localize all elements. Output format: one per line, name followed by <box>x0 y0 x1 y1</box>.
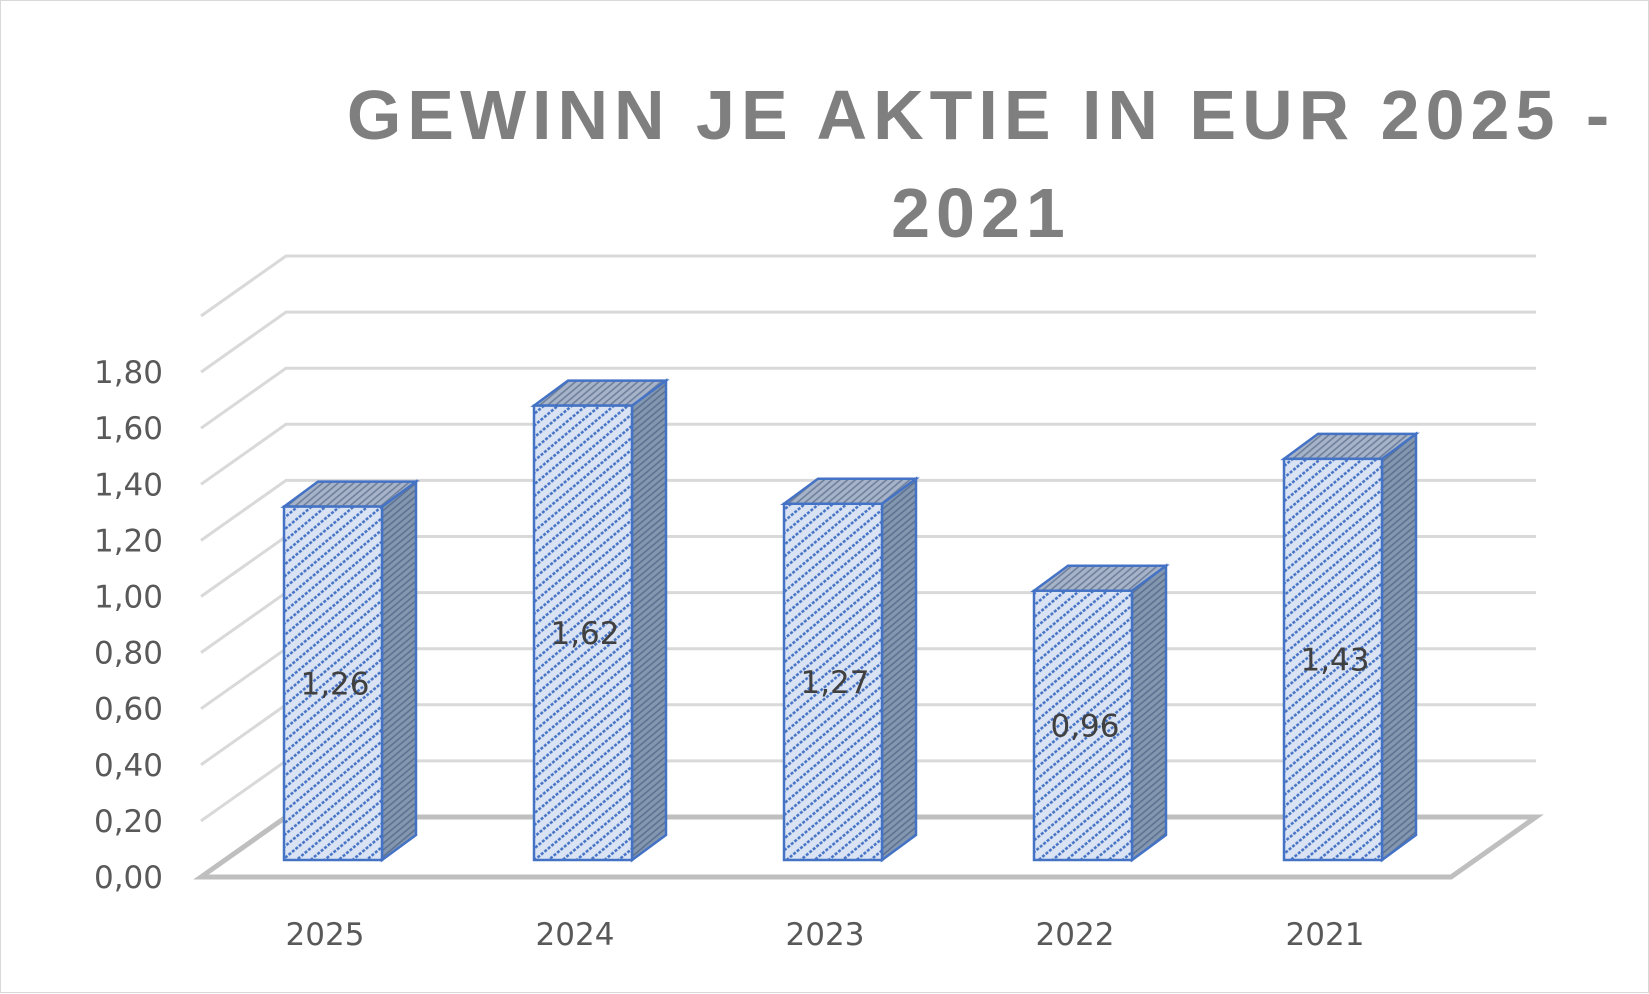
chart-title-line-1: GEWINN JE AKTIE IN EUR 2025 - <box>347 76 1615 154</box>
y-tick-label: 1,20 <box>94 523 163 559</box>
bar-side <box>1130 563 1168 863</box>
bar-side <box>1380 431 1418 863</box>
y-tick-label: 1,80 <box>94 355 163 391</box>
x-axis-tick-labels: 2025 2024 2023 2022 2021 <box>286 917 1365 953</box>
bar: 0,96 <box>1030 563 1170 863</box>
bars: 1,26 1,62 1,27 0,96 1,43 <box>280 378 1420 863</box>
bar: 1,27 <box>780 476 920 863</box>
bar-side <box>880 476 918 863</box>
x-tick-label: 2022 <box>1036 917 1115 953</box>
x-tick-label: 2025 <box>286 917 365 953</box>
bar: 1,62 <box>530 378 670 863</box>
bar-front <box>1032 589 1134 862</box>
bar-side <box>380 479 418 863</box>
x-tick-label: 2024 <box>536 917 615 953</box>
bar-front <box>532 404 634 862</box>
y-tick-label: 0,20 <box>94 804 163 840</box>
bar: 1,43 <box>1280 431 1420 863</box>
data-label: 0,96 <box>1050 708 1119 744</box>
gridline <box>200 478 1536 542</box>
data-label: 1,27 <box>800 665 869 701</box>
x-tick-label: 2023 <box>786 917 865 953</box>
y-tick-label: 0,80 <box>94 636 163 672</box>
bar: 1,26 <box>280 479 420 863</box>
y-tick-label: 1,00 <box>94 580 163 616</box>
gridline <box>200 366 1536 430</box>
floor-outline <box>193 814 1544 880</box>
bar-front <box>282 505 384 862</box>
y-axis-tick-labels: 0,00 0,20 0,40 0,60 0,80 1,00 1,20 1,40 1,60 1,80 <box>94 355 163 896</box>
data-label: 1,26 <box>300 666 369 702</box>
y-tick-label: 1,60 <box>94 411 163 447</box>
data-label: 1,62 <box>550 616 619 652</box>
y-tick-label: 0,00 <box>94 860 163 896</box>
gridline <box>200 310 1536 374</box>
y-tick-label: 1,40 <box>94 467 163 503</box>
y-tick-label: 0,40 <box>94 748 163 784</box>
gridline <box>200 422 1536 486</box>
gridline <box>200 254 1536 318</box>
bar-side <box>630 378 668 863</box>
bar-front <box>782 502 884 862</box>
data-label: 1,43 <box>1300 642 1369 678</box>
chart-title-line-2: 2021 <box>891 174 1071 252</box>
x-tick-label: 2021 <box>1286 917 1365 953</box>
bar-front <box>1282 457 1384 862</box>
chart-floor <box>193 814 1544 880</box>
y-tick-label: 0,60 <box>94 692 163 728</box>
